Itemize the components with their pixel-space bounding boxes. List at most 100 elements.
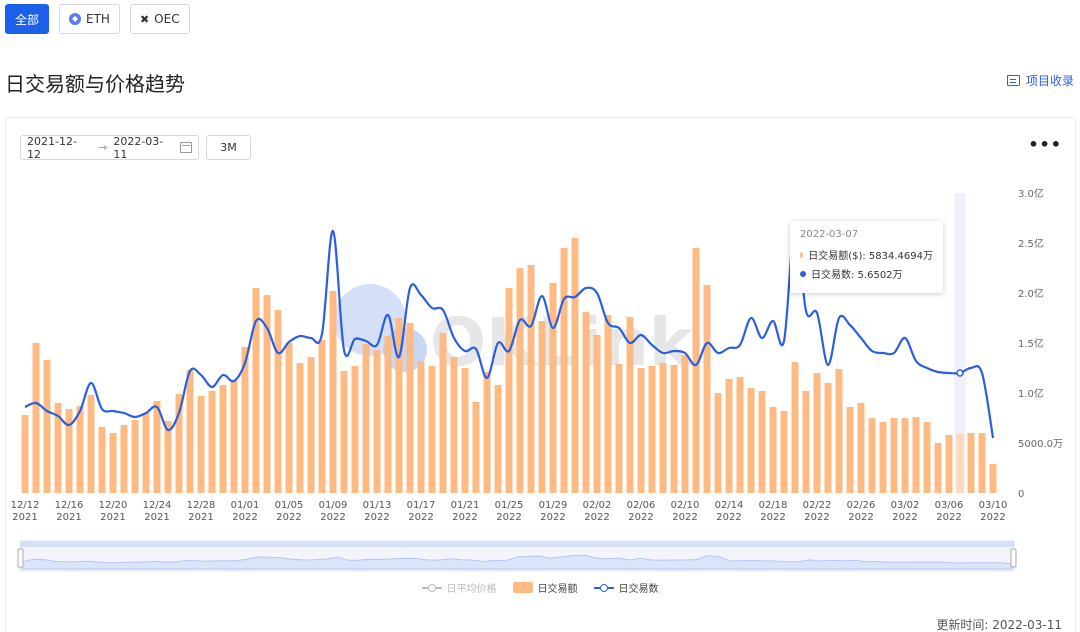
bar-volume-87[interactable] (978, 433, 986, 493)
legend-item-volume[interactable]: 日交易额 (512, 580, 578, 595)
bar-volume-8[interactable] (109, 433, 117, 493)
bar-volume-1[interactable] (32, 343, 40, 493)
bar-volume-76[interactable] (857, 403, 865, 493)
bar-volume-27[interactable] (318, 340, 326, 493)
bar-volume-57[interactable] (648, 366, 656, 493)
bar-volume-20[interactable] (241, 347, 249, 493)
bar-volume-53[interactable] (604, 315, 612, 493)
bar-volume-83[interactable] (934, 443, 942, 493)
bar-volume-60[interactable] (681, 355, 689, 493)
bar-volume-9[interactable] (120, 425, 128, 493)
date-range-picker[interactable]: 2021-12-12 → 2022-03-11 (20, 135, 199, 161)
bar-volume-2[interactable] (43, 360, 51, 493)
bar-volume-44[interactable] (505, 288, 513, 493)
bar-volume-81[interactable] (912, 417, 920, 493)
bar-volume-61[interactable] (692, 248, 700, 493)
bar-volume-56[interactable] (637, 368, 645, 493)
bar-volume-4[interactable] (65, 409, 73, 493)
bar-volume-19[interactable] (230, 381, 238, 493)
legend-item-count[interactable]: 日交易数 (593, 580, 659, 595)
tab-oec[interactable]: ✖ OEC (129, 4, 190, 34)
bar-volume-78[interactable] (879, 422, 887, 493)
bar-volume-28[interactable] (329, 291, 337, 493)
bar-volume-58[interactable] (659, 363, 667, 493)
bar-volume-54[interactable] (615, 364, 623, 493)
bar-volume-14[interactable] (175, 394, 183, 493)
bar-volume-37[interactable] (428, 366, 436, 493)
bar-volume-85[interactable] (956, 433, 964, 493)
zoom-handle-right[interactable] (1010, 548, 1017, 568)
zoom-handle-left[interactable] (17, 548, 24, 568)
bar-volume-29[interactable] (340, 371, 348, 493)
bar-volume-16[interactable] (197, 396, 205, 493)
bar-volume-31[interactable] (362, 344, 370, 493)
bar-volume-18[interactable] (219, 385, 227, 493)
bar-volume-55[interactable] (626, 317, 634, 493)
more-options-icon[interactable]: ••• (1028, 135, 1062, 154)
bar-volume-52[interactable] (593, 335, 601, 493)
bar-volume-0[interactable] (21, 415, 29, 493)
bar-volume-45[interactable] (516, 268, 524, 493)
bar-volume-40[interactable] (461, 368, 469, 493)
collect-link[interactable]: 项目收录 (1006, 72, 1074, 89)
tab-all[interactable]: 全部 (5, 4, 50, 34)
bar-volume-43[interactable] (494, 385, 502, 493)
bar-volume-5[interactable] (76, 406, 84, 493)
bar-volume-74[interactable] (835, 369, 843, 493)
bar-volume-3[interactable] (54, 403, 62, 493)
bar-volume-39[interactable] (450, 357, 458, 493)
bar-volume-62[interactable] (703, 285, 711, 493)
bar-volume-64[interactable] (725, 379, 733, 493)
bar-volume-21[interactable] (252, 288, 260, 493)
bar-volume-66[interactable] (747, 388, 755, 493)
bar-volume-25[interactable] (296, 363, 304, 493)
bar-volume-70[interactable] (791, 362, 799, 493)
bar-volume-84[interactable] (945, 435, 953, 493)
bar-volume-36[interactable] (417, 361, 425, 493)
bar-volume-22[interactable] (263, 295, 271, 493)
bar-volume-51[interactable] (582, 312, 590, 493)
range-3m-button[interactable]: 3M (206, 135, 251, 160)
bar-volume-71[interactable] (802, 391, 810, 493)
bar-volume-30[interactable] (351, 366, 359, 493)
bar-volume-41[interactable] (472, 402, 480, 493)
bar-volume-69[interactable] (780, 411, 788, 493)
bar-volume-80[interactable] (901, 418, 909, 493)
bar-volume-12[interactable] (153, 401, 161, 493)
bar-volume-35[interactable] (406, 323, 414, 493)
bar-volume-67[interactable] (758, 391, 766, 493)
bar-volume-48[interactable] (549, 283, 557, 493)
bar-volume-68[interactable] (769, 407, 777, 493)
bar-volume-79[interactable] (890, 418, 898, 493)
bar-volume-34[interactable] (395, 318, 403, 493)
bar-volume-38[interactable] (439, 333, 447, 493)
bar-volume-24[interactable] (285, 343, 293, 493)
bar-volume-7[interactable] (98, 427, 106, 493)
bar-volume-59[interactable] (670, 365, 678, 493)
bar-volume-32[interactable] (373, 350, 381, 493)
bar-volume-88[interactable] (989, 464, 997, 493)
bar-volume-46[interactable] (527, 265, 535, 493)
bar-volume-23[interactable] (274, 310, 282, 493)
bar-volume-73[interactable] (824, 383, 832, 493)
bar-volume-77[interactable] (868, 418, 876, 493)
bar-volume-49[interactable] (560, 248, 568, 493)
bar-volume-50[interactable] (571, 238, 579, 493)
bar-volume-33[interactable] (384, 336, 392, 493)
bar-volume-10[interactable] (131, 420, 139, 493)
bar-volume-11[interactable] (142, 413, 150, 493)
bar-volume-86[interactable] (967, 433, 975, 493)
bar-volume-75[interactable] (846, 407, 854, 493)
bar-volume-26[interactable] (307, 357, 315, 493)
legend-item-avg-price[interactable]: 日平均价格 (421, 580, 497, 595)
bar-volume-13[interactable] (164, 421, 172, 493)
bar-volume-63[interactable] (714, 393, 722, 493)
bar-volume-47[interactable] (538, 321, 546, 493)
data-zoom-slider[interactable] (17, 540, 1017, 572)
line-point-highlight[interactable] (956, 369, 964, 377)
bar-volume-6[interactable] (87, 395, 95, 493)
bar-volume-72[interactable] (813, 373, 821, 493)
tab-eth[interactable]: ◆ ETH (59, 4, 120, 34)
bar-volume-17[interactable] (208, 391, 216, 493)
bar-volume-15[interactable] (186, 370, 194, 493)
